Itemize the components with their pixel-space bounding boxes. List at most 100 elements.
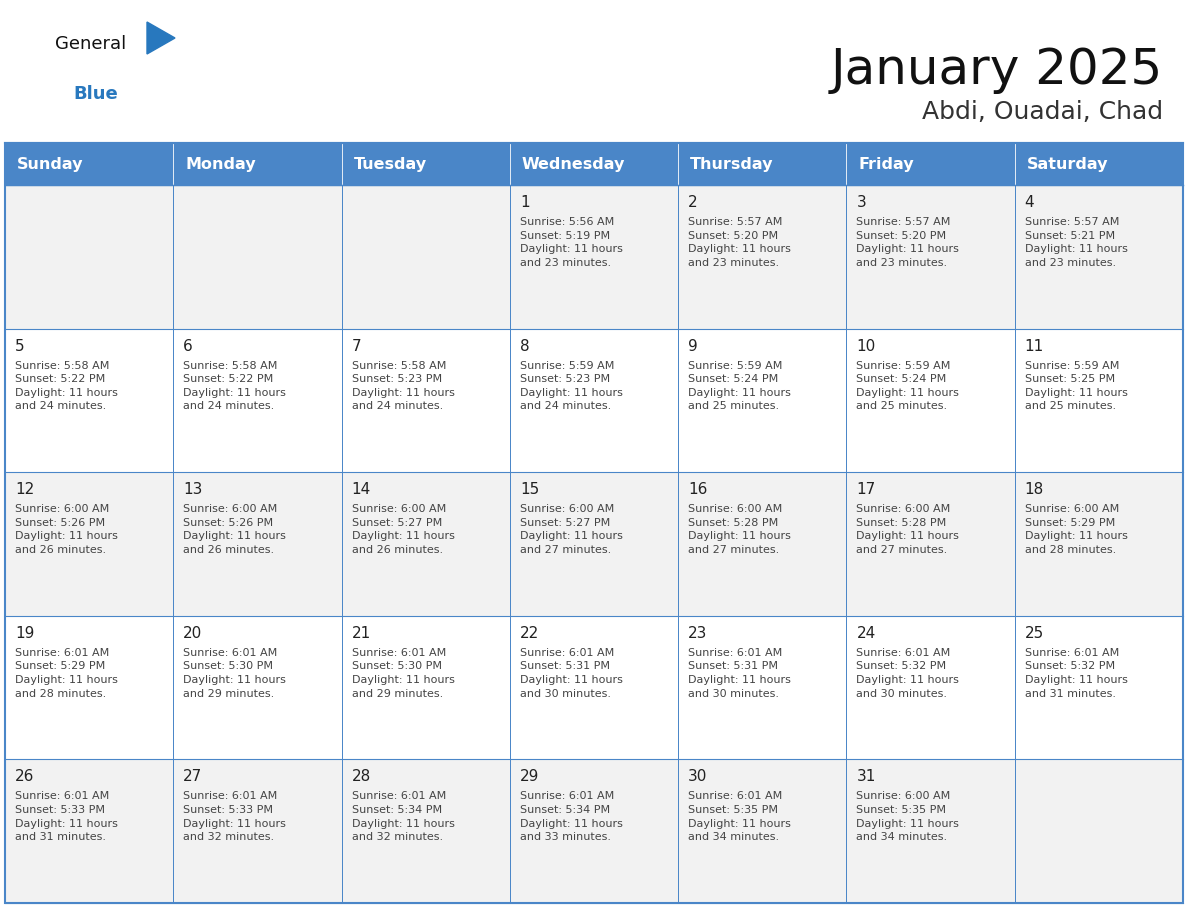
Text: 14: 14 bbox=[352, 482, 371, 498]
Text: Sunrise: 6:00 AM
Sunset: 5:28 PM
Daylight: 11 hours
and 27 minutes.: Sunrise: 6:00 AM Sunset: 5:28 PM Dayligh… bbox=[688, 504, 791, 555]
Text: 18: 18 bbox=[1025, 482, 1044, 498]
Text: 22: 22 bbox=[520, 626, 539, 641]
Bar bbox=[342, 185, 510, 329]
Text: Blue: Blue bbox=[72, 85, 118, 103]
Bar bbox=[1015, 143, 1183, 185]
Bar bbox=[342, 472, 510, 616]
Text: Sunrise: 5:59 AM
Sunset: 5:24 PM
Daylight: 11 hours
and 25 minutes.: Sunrise: 5:59 AM Sunset: 5:24 PM Dayligh… bbox=[688, 361, 791, 411]
Bar bbox=[846, 759, 1015, 903]
Bar bbox=[846, 143, 1015, 185]
Text: Sunday: Sunday bbox=[17, 156, 83, 172]
Bar bbox=[5, 143, 173, 185]
Bar bbox=[173, 472, 342, 616]
Text: Sunrise: 5:59 AM
Sunset: 5:25 PM
Daylight: 11 hours
and 25 minutes.: Sunrise: 5:59 AM Sunset: 5:25 PM Dayligh… bbox=[1025, 361, 1127, 411]
Bar bbox=[846, 472, 1015, 616]
Bar bbox=[846, 185, 1015, 329]
Text: Thursday: Thursday bbox=[690, 156, 773, 172]
Text: 7: 7 bbox=[352, 339, 361, 353]
Text: 5: 5 bbox=[15, 339, 25, 353]
Bar bbox=[5, 472, 173, 616]
Bar bbox=[173, 329, 342, 472]
Text: 25: 25 bbox=[1025, 626, 1044, 641]
Text: Sunrise: 6:01 AM
Sunset: 5:29 PM
Daylight: 11 hours
and 28 minutes.: Sunrise: 6:01 AM Sunset: 5:29 PM Dayligh… bbox=[15, 648, 118, 699]
Text: Sunrise: 6:00 AM
Sunset: 5:28 PM
Daylight: 11 hours
and 27 minutes.: Sunrise: 6:00 AM Sunset: 5:28 PM Dayligh… bbox=[857, 504, 959, 555]
Text: Abdi, Ouadai, Chad: Abdi, Ouadai, Chad bbox=[922, 100, 1163, 124]
Text: 10: 10 bbox=[857, 339, 876, 353]
Text: Sunrise: 5:57 AM
Sunset: 5:20 PM
Daylight: 11 hours
and 23 minutes.: Sunrise: 5:57 AM Sunset: 5:20 PM Dayligh… bbox=[688, 217, 791, 268]
Bar bbox=[5, 143, 1183, 903]
Bar bbox=[846, 329, 1015, 472]
Text: Sunrise: 5:57 AM
Sunset: 5:20 PM
Daylight: 11 hours
and 23 minutes.: Sunrise: 5:57 AM Sunset: 5:20 PM Dayligh… bbox=[857, 217, 959, 268]
Bar bbox=[1015, 329, 1183, 472]
Text: Sunrise: 6:01 AM
Sunset: 5:34 PM
Daylight: 11 hours
and 33 minutes.: Sunrise: 6:01 AM Sunset: 5:34 PM Dayligh… bbox=[520, 791, 623, 842]
Text: Sunrise: 6:00 AM
Sunset: 5:29 PM
Daylight: 11 hours
and 28 minutes.: Sunrise: 6:00 AM Sunset: 5:29 PM Dayligh… bbox=[1025, 504, 1127, 555]
Text: 20: 20 bbox=[183, 626, 202, 641]
Bar bbox=[342, 616, 510, 759]
Bar bbox=[510, 143, 678, 185]
Text: 29: 29 bbox=[520, 769, 539, 784]
Text: 13: 13 bbox=[183, 482, 203, 498]
Polygon shape bbox=[147, 22, 175, 54]
Bar bbox=[678, 143, 846, 185]
Text: 11: 11 bbox=[1025, 339, 1044, 353]
Text: 21: 21 bbox=[352, 626, 371, 641]
Text: Tuesday: Tuesday bbox=[354, 156, 426, 172]
Bar bbox=[173, 185, 342, 329]
Text: 3: 3 bbox=[857, 195, 866, 210]
Text: Sunrise: 6:01 AM
Sunset: 5:32 PM
Daylight: 11 hours
and 30 minutes.: Sunrise: 6:01 AM Sunset: 5:32 PM Dayligh… bbox=[857, 648, 959, 699]
Text: Sunrise: 6:01 AM
Sunset: 5:35 PM
Daylight: 11 hours
and 34 minutes.: Sunrise: 6:01 AM Sunset: 5:35 PM Dayligh… bbox=[688, 791, 791, 842]
Bar bbox=[678, 616, 846, 759]
Bar bbox=[510, 616, 678, 759]
Bar bbox=[5, 329, 173, 472]
Bar bbox=[1015, 759, 1183, 903]
Text: Sunrise: 6:01 AM
Sunset: 5:30 PM
Daylight: 11 hours
and 29 minutes.: Sunrise: 6:01 AM Sunset: 5:30 PM Dayligh… bbox=[352, 648, 455, 699]
Text: Sunrise: 6:01 AM
Sunset: 5:31 PM
Daylight: 11 hours
and 30 minutes.: Sunrise: 6:01 AM Sunset: 5:31 PM Dayligh… bbox=[688, 648, 791, 699]
Text: 16: 16 bbox=[688, 482, 708, 498]
Text: 19: 19 bbox=[15, 626, 34, 641]
Bar bbox=[678, 472, 846, 616]
Text: Sunrise: 5:57 AM
Sunset: 5:21 PM
Daylight: 11 hours
and 23 minutes.: Sunrise: 5:57 AM Sunset: 5:21 PM Dayligh… bbox=[1025, 217, 1127, 268]
Bar bbox=[5, 616, 173, 759]
Text: 8: 8 bbox=[520, 339, 530, 353]
Bar bbox=[678, 329, 846, 472]
Bar bbox=[342, 329, 510, 472]
Text: 17: 17 bbox=[857, 482, 876, 498]
Text: Sunrise: 5:56 AM
Sunset: 5:19 PM
Daylight: 11 hours
and 23 minutes.: Sunrise: 5:56 AM Sunset: 5:19 PM Dayligh… bbox=[520, 217, 623, 268]
Text: 9: 9 bbox=[688, 339, 697, 353]
Bar bbox=[5, 759, 173, 903]
Text: 30: 30 bbox=[688, 769, 708, 784]
Text: Sunrise: 6:01 AM
Sunset: 5:33 PM
Daylight: 11 hours
and 31 minutes.: Sunrise: 6:01 AM Sunset: 5:33 PM Dayligh… bbox=[15, 791, 118, 842]
Text: 2: 2 bbox=[688, 195, 697, 210]
Text: Sunrise: 6:00 AM
Sunset: 5:26 PM
Daylight: 11 hours
and 26 minutes.: Sunrise: 6:00 AM Sunset: 5:26 PM Dayligh… bbox=[15, 504, 118, 555]
Text: Sunrise: 6:01 AM
Sunset: 5:33 PM
Daylight: 11 hours
and 32 minutes.: Sunrise: 6:01 AM Sunset: 5:33 PM Dayligh… bbox=[183, 791, 286, 842]
Text: 24: 24 bbox=[857, 626, 876, 641]
Text: Sunrise: 6:00 AM
Sunset: 5:27 PM
Daylight: 11 hours
and 27 minutes.: Sunrise: 6:00 AM Sunset: 5:27 PM Dayligh… bbox=[520, 504, 623, 555]
Text: 23: 23 bbox=[688, 626, 708, 641]
Bar bbox=[1015, 472, 1183, 616]
Bar bbox=[678, 759, 846, 903]
Text: Sunrise: 5:58 AM
Sunset: 5:22 PM
Daylight: 11 hours
and 24 minutes.: Sunrise: 5:58 AM Sunset: 5:22 PM Dayligh… bbox=[15, 361, 118, 411]
Bar bbox=[510, 759, 678, 903]
Bar bbox=[5, 185, 173, 329]
Text: 6: 6 bbox=[183, 339, 192, 353]
Text: 26: 26 bbox=[15, 769, 34, 784]
Text: Sunrise: 6:00 AM
Sunset: 5:35 PM
Daylight: 11 hours
and 34 minutes.: Sunrise: 6:00 AM Sunset: 5:35 PM Dayligh… bbox=[857, 791, 959, 842]
Text: Wednesday: Wednesday bbox=[522, 156, 625, 172]
Bar bbox=[678, 185, 846, 329]
Bar bbox=[510, 185, 678, 329]
Text: January 2025: January 2025 bbox=[830, 46, 1163, 94]
Text: Saturday: Saturday bbox=[1026, 156, 1108, 172]
Text: 15: 15 bbox=[520, 482, 539, 498]
Text: Sunrise: 6:01 AM
Sunset: 5:34 PM
Daylight: 11 hours
and 32 minutes.: Sunrise: 6:01 AM Sunset: 5:34 PM Dayligh… bbox=[352, 791, 455, 842]
Text: 31: 31 bbox=[857, 769, 876, 784]
Bar bbox=[510, 329, 678, 472]
Text: 4: 4 bbox=[1025, 195, 1035, 210]
Text: Sunrise: 5:58 AM
Sunset: 5:23 PM
Daylight: 11 hours
and 24 minutes.: Sunrise: 5:58 AM Sunset: 5:23 PM Dayligh… bbox=[352, 361, 455, 411]
Bar bbox=[510, 472, 678, 616]
Text: Sunrise: 6:01 AM
Sunset: 5:31 PM
Daylight: 11 hours
and 30 minutes.: Sunrise: 6:01 AM Sunset: 5:31 PM Dayligh… bbox=[520, 648, 623, 699]
Bar bbox=[173, 143, 342, 185]
Text: 12: 12 bbox=[15, 482, 34, 498]
Bar bbox=[342, 759, 510, 903]
Text: Sunrise: 5:58 AM
Sunset: 5:22 PM
Daylight: 11 hours
and 24 minutes.: Sunrise: 5:58 AM Sunset: 5:22 PM Dayligh… bbox=[183, 361, 286, 411]
Text: Sunrise: 6:01 AM
Sunset: 5:32 PM
Daylight: 11 hours
and 31 minutes.: Sunrise: 6:01 AM Sunset: 5:32 PM Dayligh… bbox=[1025, 648, 1127, 699]
